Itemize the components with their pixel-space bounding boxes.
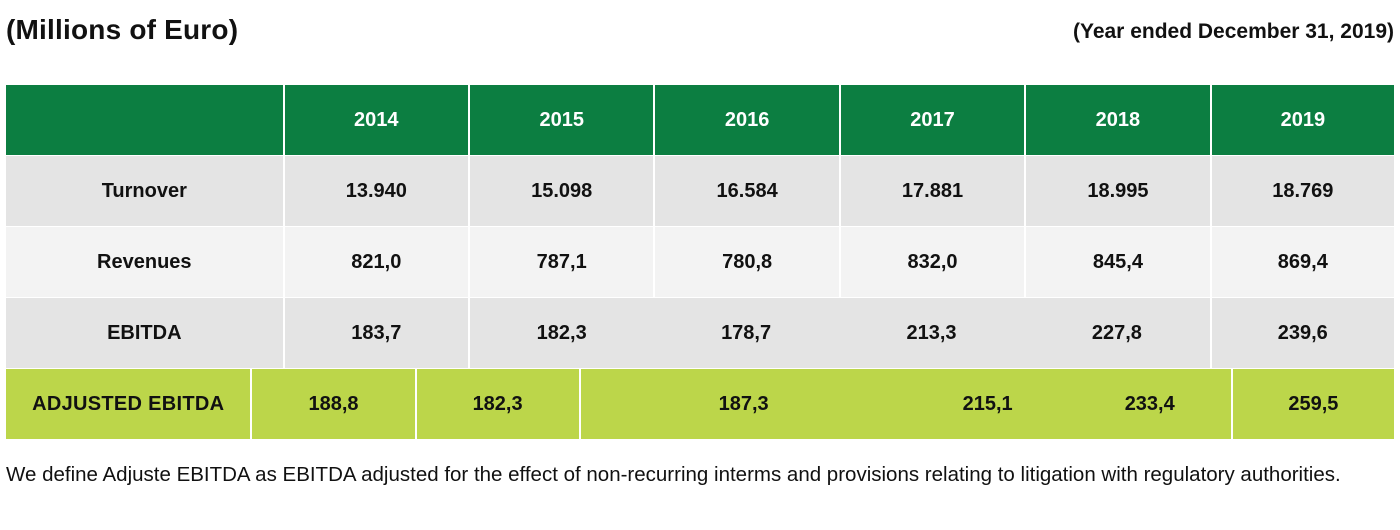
column-header-2019: 2019 — [1211, 85, 1395, 155]
column-header-2014: 2014 — [284, 85, 468, 155]
table-cell: 787,1 — [470, 227, 654, 297]
table-cell: 182,3 — [416, 369, 579, 439]
financial-table: 2014 2015 2016 2017 2018 2019 Turnover 1… — [6, 85, 1395, 439]
table-cell: 183,7 — [284, 298, 468, 368]
table-cell: 18.769 — [1211, 156, 1395, 226]
row-label: Turnover — [6, 156, 283, 226]
table-cell: 15.098 — [470, 156, 654, 226]
column-header-2017: 2017 — [840, 85, 1025, 155]
table-row-adjusted-ebitda: ADJUSTED EBITDA 188,8 182,3 187,3 215,1 … — [6, 369, 1394, 439]
table-cell: 259,5 — [1232, 369, 1394, 439]
header-empty-cell — [6, 85, 283, 155]
table-cell: 188,8 — [252, 369, 415, 439]
column-header-2018: 2018 — [1026, 85, 1210, 155]
table-cell: 182,3 — [470, 298, 654, 368]
table-cell: 239,6 — [1211, 298, 1394, 368]
table-cell: 845,4 — [1026, 227, 1210, 297]
table-row-ebitda: EBITDA 183,7 182,3 178,7 213,3 227,8 239… — [6, 298, 1394, 368]
table-cell: 233,4 — [1068, 369, 1231, 439]
row-label: ADJUSTED EBITDA — [6, 369, 251, 439]
units-title: (Millions of Euro) — [6, 14, 239, 45]
table-cell: 821,0 — [284, 227, 468, 297]
column-header-2016: 2016 — [655, 85, 839, 155]
table-cell: 215,1 — [906, 369, 1069, 439]
row-label: Revenues — [6, 227, 283, 297]
table-header-row: 2014 2015 2016 2017 2018 2019 — [6, 85, 1395, 155]
table-cell: 869,4 — [1211, 227, 1395, 297]
table-cell: 780,8 — [655, 227, 839, 297]
table-cell: 18.995 — [1026, 156, 1210, 226]
table-cell: 16.584 — [655, 156, 839, 226]
table-cell: 17.881 — [840, 156, 1025, 226]
table-cell: 178,7 — [653, 298, 839, 368]
table-cell: 213,3 — [838, 298, 1025, 368]
table-cell: 832,0 — [840, 227, 1025, 297]
table-row-revenues: Revenues 821,0 787,1 780,8 832,0 845,4 8… — [6, 227, 1395, 297]
period-title: (Year ended December 31, 2019) — [1072, 20, 1394, 43]
table-row-turnover: Turnover 13.940 15.098 16.584 17.881 18.… — [6, 156, 1395, 226]
table-cell: 13.940 — [284, 156, 468, 226]
table-cell: 187,3 — [580, 369, 907, 439]
footnote-text: We define Adjuste EBITDA as EBITDA adjus… — [6, 463, 1341, 486]
column-header-2015: 2015 — [470, 85, 654, 155]
table-cell: 227,8 — [1024, 298, 1210, 368]
row-label: EBITDA — [6, 298, 283, 368]
